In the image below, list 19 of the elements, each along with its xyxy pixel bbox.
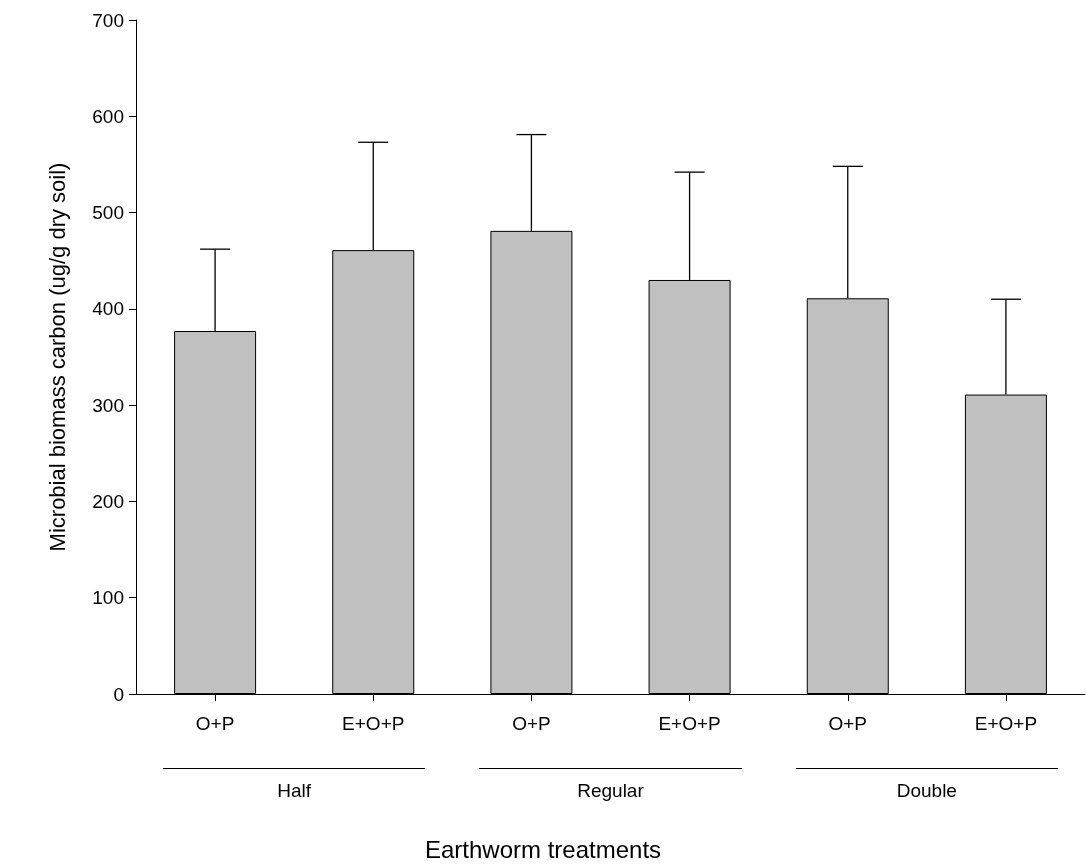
x-tick-label: O+P bbox=[828, 713, 868, 734]
y-tick-label: 100 bbox=[92, 587, 124, 609]
y-tick-label: 600 bbox=[92, 105, 124, 127]
text: Half bbox=[276, 780, 313, 802]
y-tick-label: 200 bbox=[92, 490, 124, 512]
y-tick-label: 400 bbox=[92, 298, 124, 320]
x-axis-title: Earthworm treatments bbox=[424, 835, 662, 863]
x-tick-label: O+P bbox=[195, 713, 235, 734]
y-tick-label: 500 bbox=[92, 202, 124, 224]
text: Double bbox=[895, 780, 958, 802]
y-tick-label: 300 bbox=[92, 394, 124, 416]
x-tick-label: E+O+P bbox=[342, 713, 405, 734]
y-tick-label: 0 bbox=[113, 683, 124, 705]
text: Regular bbox=[576, 780, 645, 802]
x-tick-label: E+O+P bbox=[658, 713, 721, 734]
y-axis-title: Microbial biomass carbon (ug/g dry soil) bbox=[44, 162, 70, 552]
x-tick-label: E+O+P bbox=[974, 713, 1038, 734]
x-tick-label: O+P bbox=[512, 713, 551, 734]
y-tick-label: 700 bbox=[92, 9, 124, 31]
